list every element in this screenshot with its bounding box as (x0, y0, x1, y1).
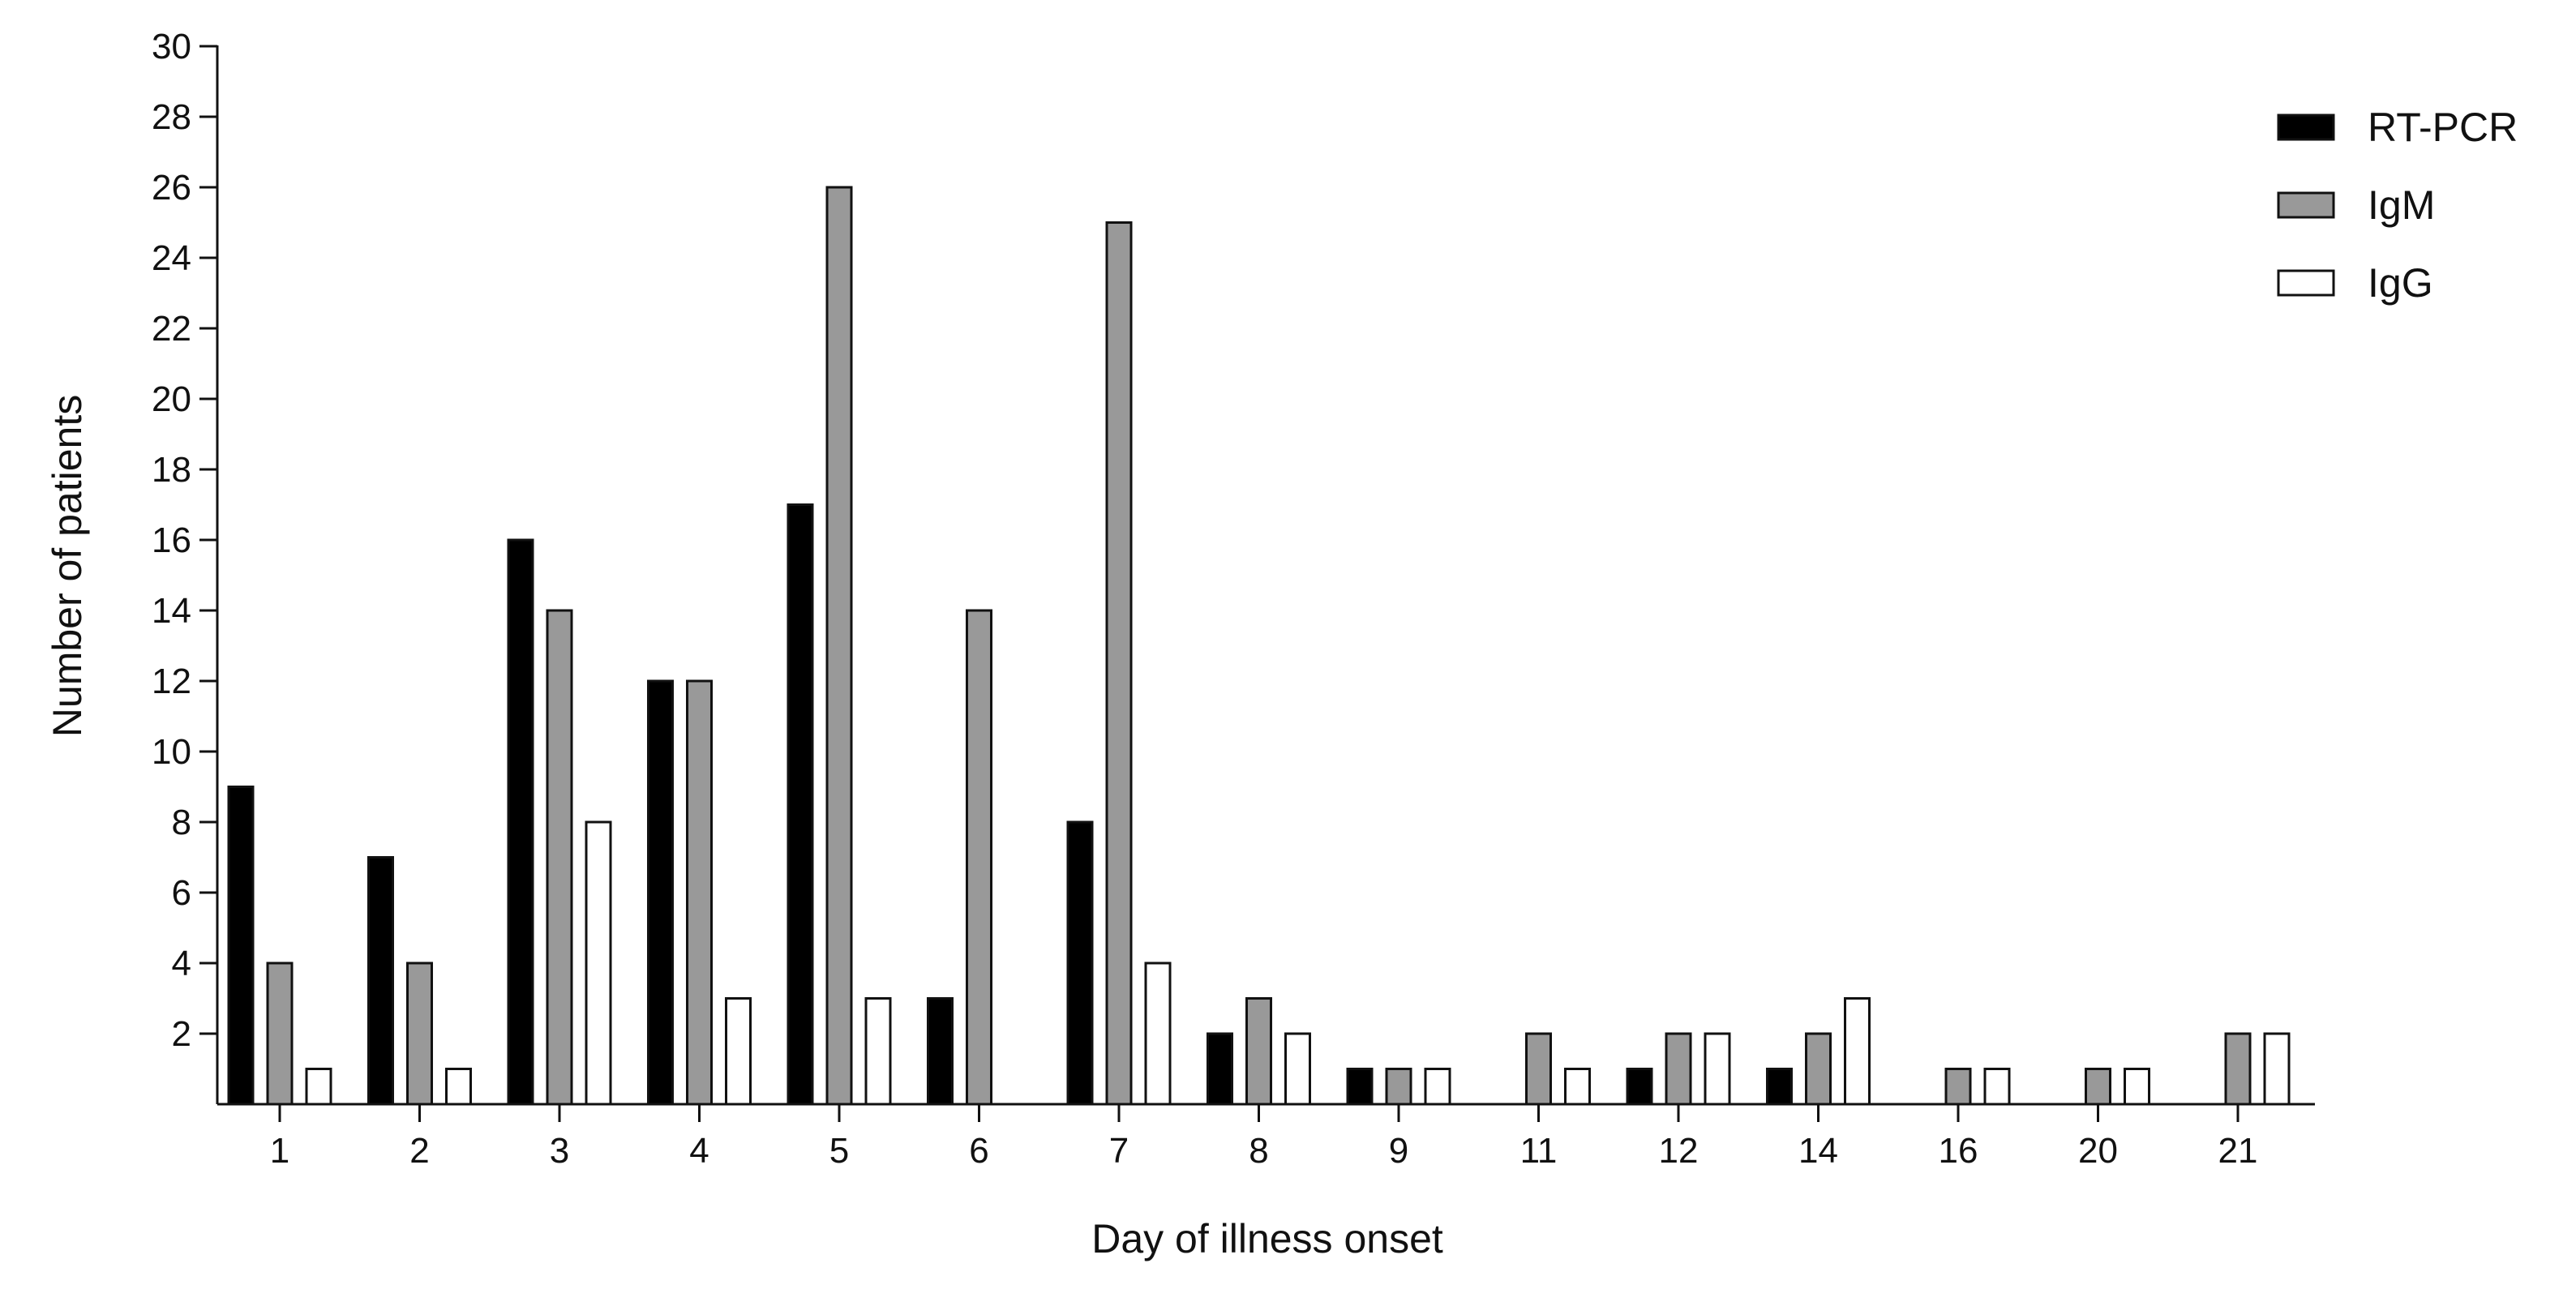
legend-label: IgM (2368, 182, 2435, 228)
bar-rt-pcr-3 (507, 538, 534, 1106)
x-axis-title: Day of illness onset (1091, 1216, 1443, 1261)
x-tick-label: 11 (1520, 1131, 1558, 1171)
x-tick-label: 9 (1389, 1131, 1408, 1171)
y-tick-label: 12 (152, 662, 191, 701)
x-tick-label: 16 (1939, 1131, 1978, 1171)
bar-rt-pcr-4 (647, 679, 674, 1106)
bar-igm-2 (406, 962, 433, 1106)
bar-igm-16 (1944, 1068, 1972, 1106)
x-tick-label: 1 (270, 1131, 289, 1171)
bar-rt-pcr-9 (1346, 1068, 1374, 1106)
plot-area (227, 186, 2291, 1106)
bar-rt-pcr-1 (227, 786, 255, 1106)
y-tick-label: 16 (152, 520, 191, 560)
bar-igg-14 (1844, 997, 1871, 1106)
bar-igm-20 (2085, 1068, 2111, 1106)
legend: RT-PCR IgM IgG (2277, 105, 2518, 306)
bar-igg-9 (1424, 1068, 1451, 1106)
legend-swatch (2277, 269, 2335, 297)
bar-rt-pcr-12 (1626, 1068, 1653, 1106)
x-tick-label: 20 (2078, 1131, 2118, 1171)
bar-rt-pcr-8 (1207, 1032, 1233, 1106)
x-tick-label: 5 (829, 1131, 849, 1171)
bar-rt-pcr-5 (787, 503, 814, 1106)
y-tick-label: 2 (172, 1014, 191, 1054)
y-tick-label: 22 (152, 309, 191, 349)
y-tick-label: 10 (152, 732, 191, 772)
y-tick-label: 4 (172, 944, 191, 983)
y-tick-label: 14 (152, 591, 191, 631)
x-tick-label: 21 (2218, 1131, 2258, 1171)
x-tick-label: 2 (409, 1131, 429, 1171)
bar-rt-pcr-7 (1066, 820, 1094, 1106)
bar-igg-16 (1983, 1068, 2011, 1106)
bar-igm-21 (2224, 1032, 2252, 1106)
bar-rt-pcr-2 (367, 856, 394, 1106)
legend-label: RT-PCR (2368, 105, 2518, 150)
y-tick-label: 28 (152, 97, 191, 137)
y-tick-label: 24 (152, 238, 191, 278)
y-tick-label: 6 (172, 873, 191, 913)
bar-igg-11 (1564, 1068, 1591, 1106)
x-tick-label: 3 (550, 1131, 569, 1171)
x-tick-label: 6 (969, 1131, 988, 1171)
y-tick-label: 30 (152, 27, 191, 66)
bar-igm-6 (966, 609, 992, 1106)
bar-igg-20 (2124, 1068, 2150, 1106)
x-tick-label: 7 (1109, 1131, 1129, 1171)
x-tick-label: 4 (689, 1131, 709, 1171)
bar-igg-8 (1284, 1032, 1311, 1106)
y-axis-title: Number of patients (45, 395, 90, 737)
x-tick-label: 8 (1249, 1131, 1268, 1171)
x-axis: 1 2 3 4 5 6 7 8 9 11 12 14 16 20 21 (217, 1103, 2315, 1171)
bar-igg-5 (864, 997, 892, 1106)
bar-igg-2 (445, 1068, 472, 1106)
bar-igm-4 (686, 679, 713, 1106)
legend-label: IgG (2368, 260, 2433, 306)
bar-igm-3 (546, 609, 573, 1106)
bar-igg-12 (1704, 1032, 1731, 1106)
bar-igm-12 (1665, 1032, 1692, 1106)
bar-igm-14 (1805, 1032, 1832, 1106)
legend-swatch (2277, 113, 2335, 141)
y-tick-label: 26 (152, 168, 191, 208)
legend-swatch (2277, 191, 2335, 219)
bar-igg-1 (305, 1068, 332, 1106)
y-tick-label: 18 (152, 450, 191, 490)
y-tick-label: 20 (152, 379, 191, 419)
bar-rt-pcr-14 (1766, 1068, 1793, 1106)
bar-igm-8 (1245, 997, 1272, 1106)
bar-igg-21 (2263, 1032, 2291, 1106)
bar-igg-7 (1144, 962, 1172, 1106)
x-tick-label: 12 (1659, 1131, 1699, 1171)
bar-igm-1 (266, 962, 294, 1106)
x-tick-label: 14 (1798, 1131, 1838, 1171)
bar-igm-9 (1385, 1068, 1412, 1106)
bar-rt-pcr-6 (927, 997, 954, 1106)
bar-igm-11 (1525, 1032, 1552, 1106)
bar-igg-4 (725, 997, 752, 1106)
y-tick-label: 8 (172, 803, 191, 842)
bar-igm-5 (825, 186, 853, 1106)
bar-igg-3 (585, 820, 612, 1106)
bar-igm-7 (1105, 221, 1133, 1106)
